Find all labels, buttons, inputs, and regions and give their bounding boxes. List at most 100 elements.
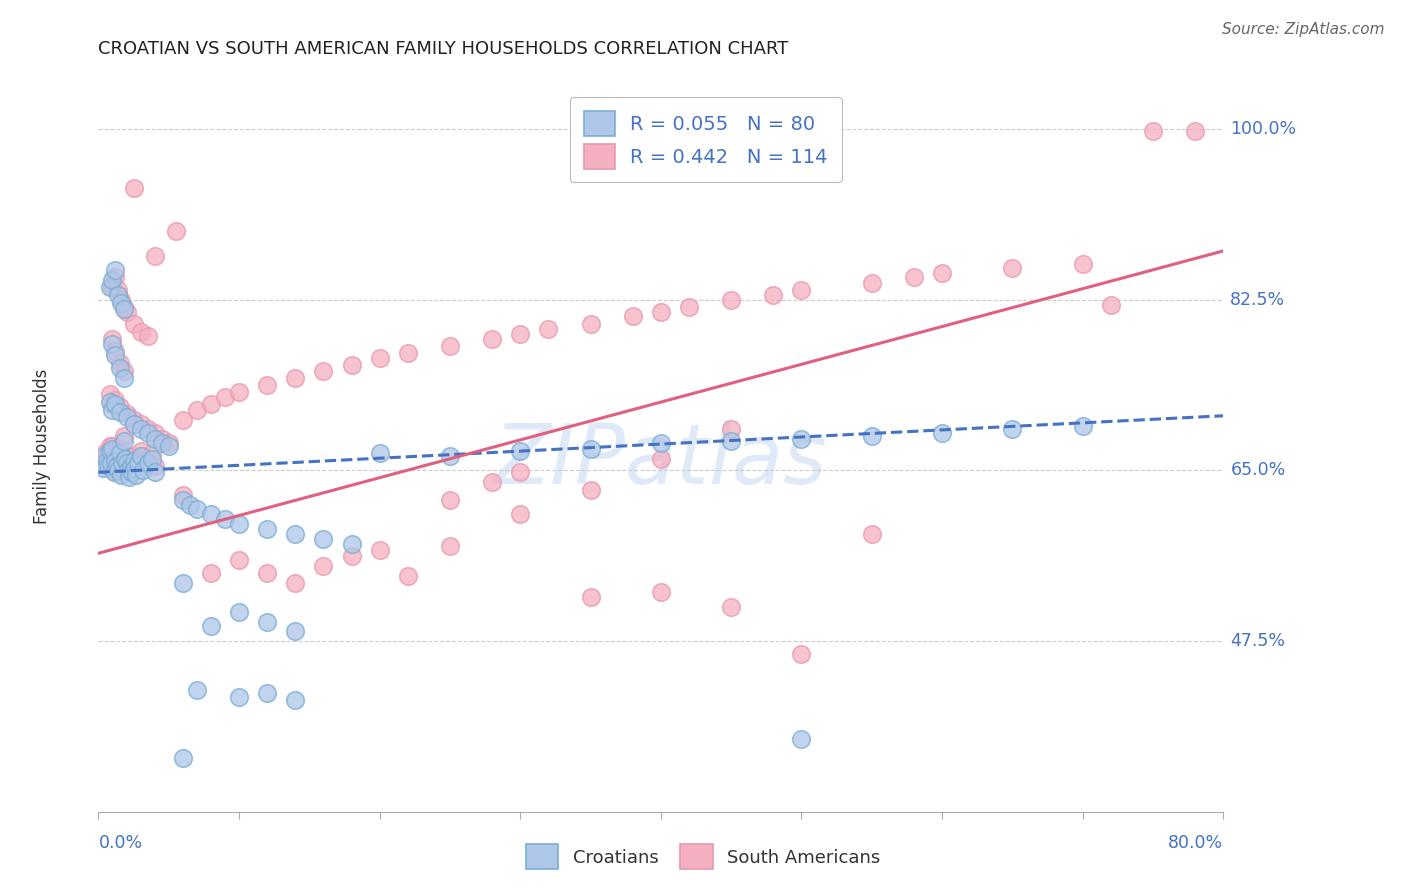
Point xyxy=(110,468,132,483)
Point xyxy=(214,390,236,404)
Point xyxy=(143,249,166,263)
Point xyxy=(256,522,278,536)
Point xyxy=(114,451,136,466)
Point xyxy=(179,498,201,512)
Point xyxy=(115,305,138,319)
Point xyxy=(98,395,121,409)
Point xyxy=(172,488,194,502)
Point xyxy=(860,276,883,290)
Point xyxy=(121,461,143,475)
Point xyxy=(115,407,138,421)
Point xyxy=(340,536,363,550)
Point xyxy=(110,295,132,310)
Point xyxy=(340,549,363,564)
Point xyxy=(136,451,159,466)
Point xyxy=(129,417,152,431)
Point xyxy=(96,453,118,467)
Point xyxy=(481,475,503,489)
Point xyxy=(396,568,419,582)
Point xyxy=(860,526,883,541)
Point xyxy=(115,453,138,467)
Point xyxy=(579,317,602,331)
Point xyxy=(228,553,250,567)
Point xyxy=(439,449,461,463)
Point xyxy=(104,449,127,463)
Point xyxy=(98,280,121,294)
Text: 47.5%: 47.5% xyxy=(1230,632,1285,650)
Point xyxy=(228,516,250,531)
Point xyxy=(104,270,127,285)
Point xyxy=(256,615,278,629)
Point xyxy=(104,393,127,408)
Point xyxy=(122,417,145,431)
Point xyxy=(141,451,163,466)
Legend: Croatians, South Americans: Croatians, South Americans xyxy=(516,835,890,879)
Point xyxy=(136,328,159,343)
Point xyxy=(108,356,131,370)
Point xyxy=(903,270,925,285)
Point xyxy=(97,453,120,467)
Point xyxy=(340,358,363,372)
Point xyxy=(931,426,953,441)
Point xyxy=(111,456,134,470)
Point xyxy=(284,526,307,541)
Point xyxy=(122,453,145,467)
Point xyxy=(790,731,813,746)
Text: 82.5%: 82.5% xyxy=(1230,291,1285,309)
Point xyxy=(228,690,250,704)
Point xyxy=(172,412,194,426)
Point xyxy=(650,436,672,450)
Point xyxy=(186,502,208,516)
Point xyxy=(143,458,166,473)
Point xyxy=(132,458,155,473)
Point xyxy=(96,450,118,465)
Point xyxy=(312,558,335,573)
Point xyxy=(396,346,419,360)
Point xyxy=(228,385,250,400)
Legend: R = 0.055   N = 80, R = 0.442   N = 114: R = 0.055 N = 80, R = 0.442 N = 114 xyxy=(569,97,842,182)
Point xyxy=(104,397,127,411)
Point xyxy=(200,508,222,522)
Point xyxy=(108,400,131,414)
Point xyxy=(101,397,124,411)
Point xyxy=(368,351,391,366)
Point xyxy=(107,288,129,302)
Point xyxy=(1071,419,1094,434)
Point xyxy=(509,466,531,480)
Point xyxy=(141,446,163,460)
Point xyxy=(1142,124,1164,138)
Point xyxy=(129,422,152,436)
Point xyxy=(143,426,166,441)
Point xyxy=(108,442,131,456)
Point xyxy=(91,456,114,470)
Point xyxy=(579,483,602,497)
Point xyxy=(122,180,145,194)
Point xyxy=(1099,297,1122,311)
Point xyxy=(115,456,138,470)
Point xyxy=(931,266,953,280)
Point xyxy=(121,466,143,480)
Point xyxy=(481,332,503,346)
Point xyxy=(120,453,142,467)
Point xyxy=(200,397,222,411)
Point xyxy=(143,432,166,446)
Point xyxy=(165,224,187,238)
Point xyxy=(200,619,222,633)
Point xyxy=(439,492,461,507)
Point xyxy=(129,325,152,339)
Point xyxy=(256,566,278,580)
Point xyxy=(579,442,602,456)
Point xyxy=(621,310,644,324)
Point xyxy=(101,439,124,453)
Point xyxy=(1071,257,1094,271)
Point xyxy=(103,466,125,480)
Point xyxy=(509,443,531,458)
Point xyxy=(136,422,159,436)
Point xyxy=(312,532,335,546)
Point xyxy=(100,451,122,466)
Text: Family Households: Family Households xyxy=(34,368,51,524)
Point xyxy=(122,317,145,331)
Point xyxy=(200,566,222,580)
Point xyxy=(650,585,672,599)
Point xyxy=(110,293,132,307)
